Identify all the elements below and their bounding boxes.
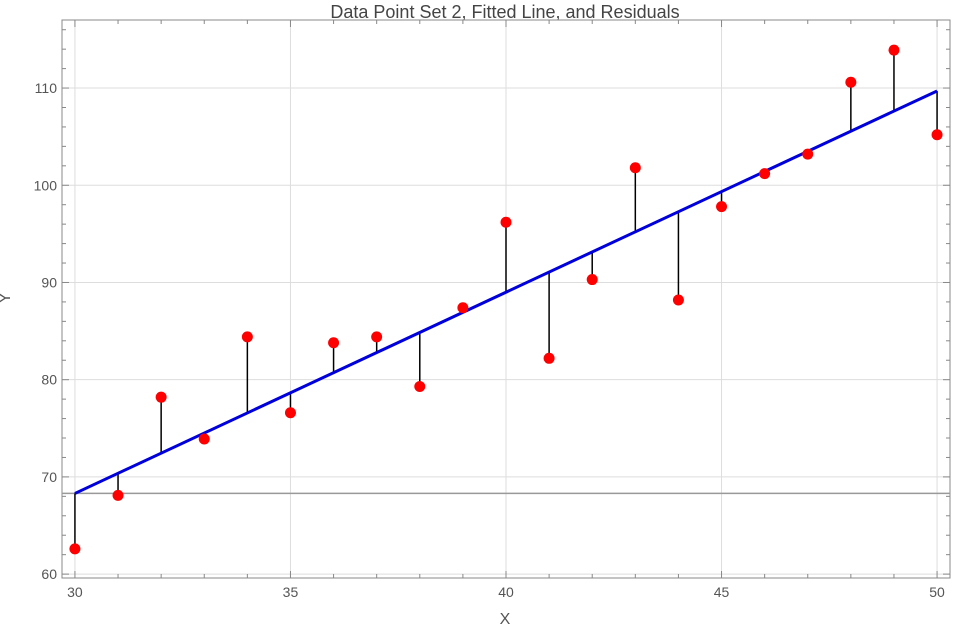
y-tick-label: 100 xyxy=(34,177,58,193)
data-point xyxy=(802,148,814,160)
ticks-layer: 30 35 40 45 50 60 70 80 90 100 110 xyxy=(34,20,950,600)
data-point xyxy=(888,44,900,56)
data-point xyxy=(672,294,684,306)
data-point xyxy=(629,162,641,174)
y-tick-label: 70 xyxy=(41,469,57,485)
data-point xyxy=(328,337,340,349)
y-tick-label: 90 xyxy=(41,274,57,290)
grid-layer xyxy=(62,20,950,578)
data-point xyxy=(414,380,426,392)
data-point xyxy=(155,391,167,403)
fitted-line xyxy=(74,89,938,495)
x-tick-label: 45 xyxy=(714,584,730,600)
data-point xyxy=(716,201,728,213)
data-point xyxy=(457,302,469,314)
x-axis-title: X xyxy=(500,611,511,628)
fit-layer xyxy=(74,89,938,495)
y-tick-label: 60 xyxy=(41,566,57,582)
y-tick-label: 80 xyxy=(41,372,57,388)
data-point xyxy=(371,331,383,343)
x-tick-label: 50 xyxy=(929,584,945,600)
data-point xyxy=(112,489,124,501)
x-tick-label: 35 xyxy=(283,584,299,600)
data-point xyxy=(500,216,512,228)
x-tick-label: 40 xyxy=(498,584,514,600)
data-point xyxy=(198,433,210,445)
data-point xyxy=(586,274,598,286)
data-point xyxy=(931,129,943,141)
data-point xyxy=(241,331,253,343)
data-point xyxy=(69,543,81,555)
data-point xyxy=(759,168,771,180)
data-point xyxy=(543,352,555,364)
y-tick-label: 110 xyxy=(35,80,58,96)
x-tick-label: 30 xyxy=(67,584,83,600)
data-point xyxy=(284,407,296,419)
points-layer xyxy=(69,44,943,555)
data-point xyxy=(845,76,857,88)
chart-title: Data Point Set 2, Fitted Line, and Resid… xyxy=(330,2,679,22)
y-axis-title: Y xyxy=(0,292,14,303)
